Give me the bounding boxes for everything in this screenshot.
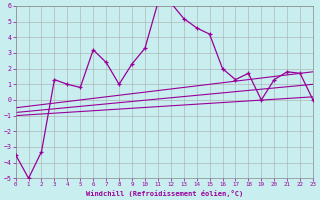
X-axis label: Windchill (Refroidissement éolien,°C): Windchill (Refroidissement éolien,°C) [86,190,243,197]
